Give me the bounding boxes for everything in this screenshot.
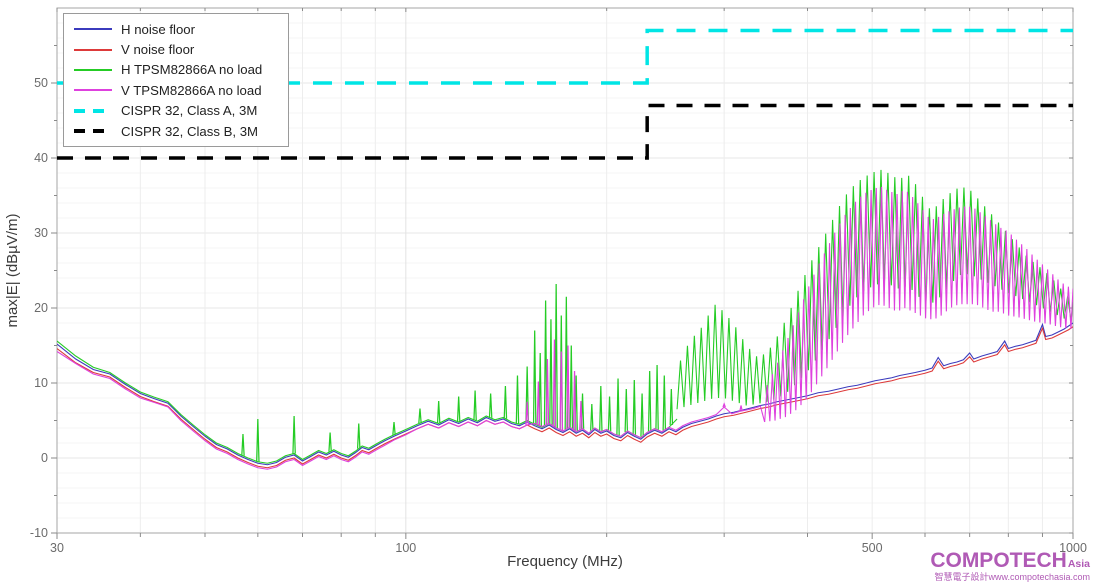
legend-line-sample	[74, 89, 112, 92]
legend-item: V noise floor	[74, 39, 282, 59]
logo-text: COMPOTECH	[930, 548, 1067, 572]
legend-item: CISPR 32, Class A, 3M	[74, 101, 282, 121]
y-tick-label: 40	[34, 151, 48, 165]
y-tick-label: 30	[34, 226, 48, 240]
series-h-noise-floor	[57, 322, 1073, 466]
axis-tick-labels: 30 100 500 1000 -10 0 10 20 30 40 50	[30, 76, 1087, 555]
x-tick-label: 30	[50, 541, 64, 555]
legend-label: H noise floor	[121, 21, 196, 37]
legend-item: CISPR 32, Class B, 3M	[74, 121, 282, 141]
legend-line-sample	[74, 28, 112, 31]
series-v-noise-floor	[57, 326, 1073, 469]
x-axis-label: Frequency (MHz)	[507, 553, 623, 570]
y-tick-label: 20	[34, 301, 48, 315]
y-axis-label: max|E| (dBµV/m)	[4, 214, 21, 328]
legend-label: V TPSM82866A no load	[121, 82, 262, 98]
y-tick-label: 0	[41, 451, 48, 465]
legend-line-sample	[74, 108, 112, 113]
compotech-logo: COMPOTECHAsia 智慧電子設計www.compotechasia.co…	[930, 548, 1090, 582]
logo-wordmark: COMPOTECHAsia	[930, 548, 1090, 572]
x-tick-label: 1000	[1059, 541, 1087, 555]
legend-item: H noise floor	[74, 19, 282, 39]
logo-asia-text: Asia	[1067, 557, 1090, 570]
legend-line-sample	[74, 48, 112, 51]
series-v-tpsm82866a-no-load	[57, 186, 1073, 470]
x-tick-label: 500	[862, 541, 883, 555]
legend-label: V noise floor	[121, 41, 195, 57]
legend-label: H TPSM82866A no load	[121, 62, 263, 78]
y-tick-label: 50	[34, 76, 48, 90]
x-tick-label: 100	[395, 541, 416, 555]
legend-label: CISPR 32, Class A, 3M	[121, 103, 258, 119]
grid	[57, 8, 1074, 533]
y-tick-label: 10	[34, 376, 48, 390]
legend-line-sample	[74, 68, 112, 71]
legend-label: CISPR 32, Class B, 3M	[121, 123, 259, 139]
logo-tagline: 智慧電子設計www.compotechasia.com	[934, 571, 1090, 582]
legend-line-sample	[74, 129, 112, 134]
chart-legend: H noise floor V noise floor H TPSM82866A n…	[63, 13, 289, 148]
series-h-tpsm82866a-no-load	[57, 169, 1073, 464]
y-tick-label: -10	[30, 526, 48, 540]
limit-line	[57, 28, 1073, 85]
plot-area	[57, 28, 1073, 470]
legend-item: V TPSM82866A no load	[74, 80, 282, 100]
legend-item: H TPSM82866A no load	[74, 60, 282, 80]
limit-line	[57, 103, 1073, 160]
